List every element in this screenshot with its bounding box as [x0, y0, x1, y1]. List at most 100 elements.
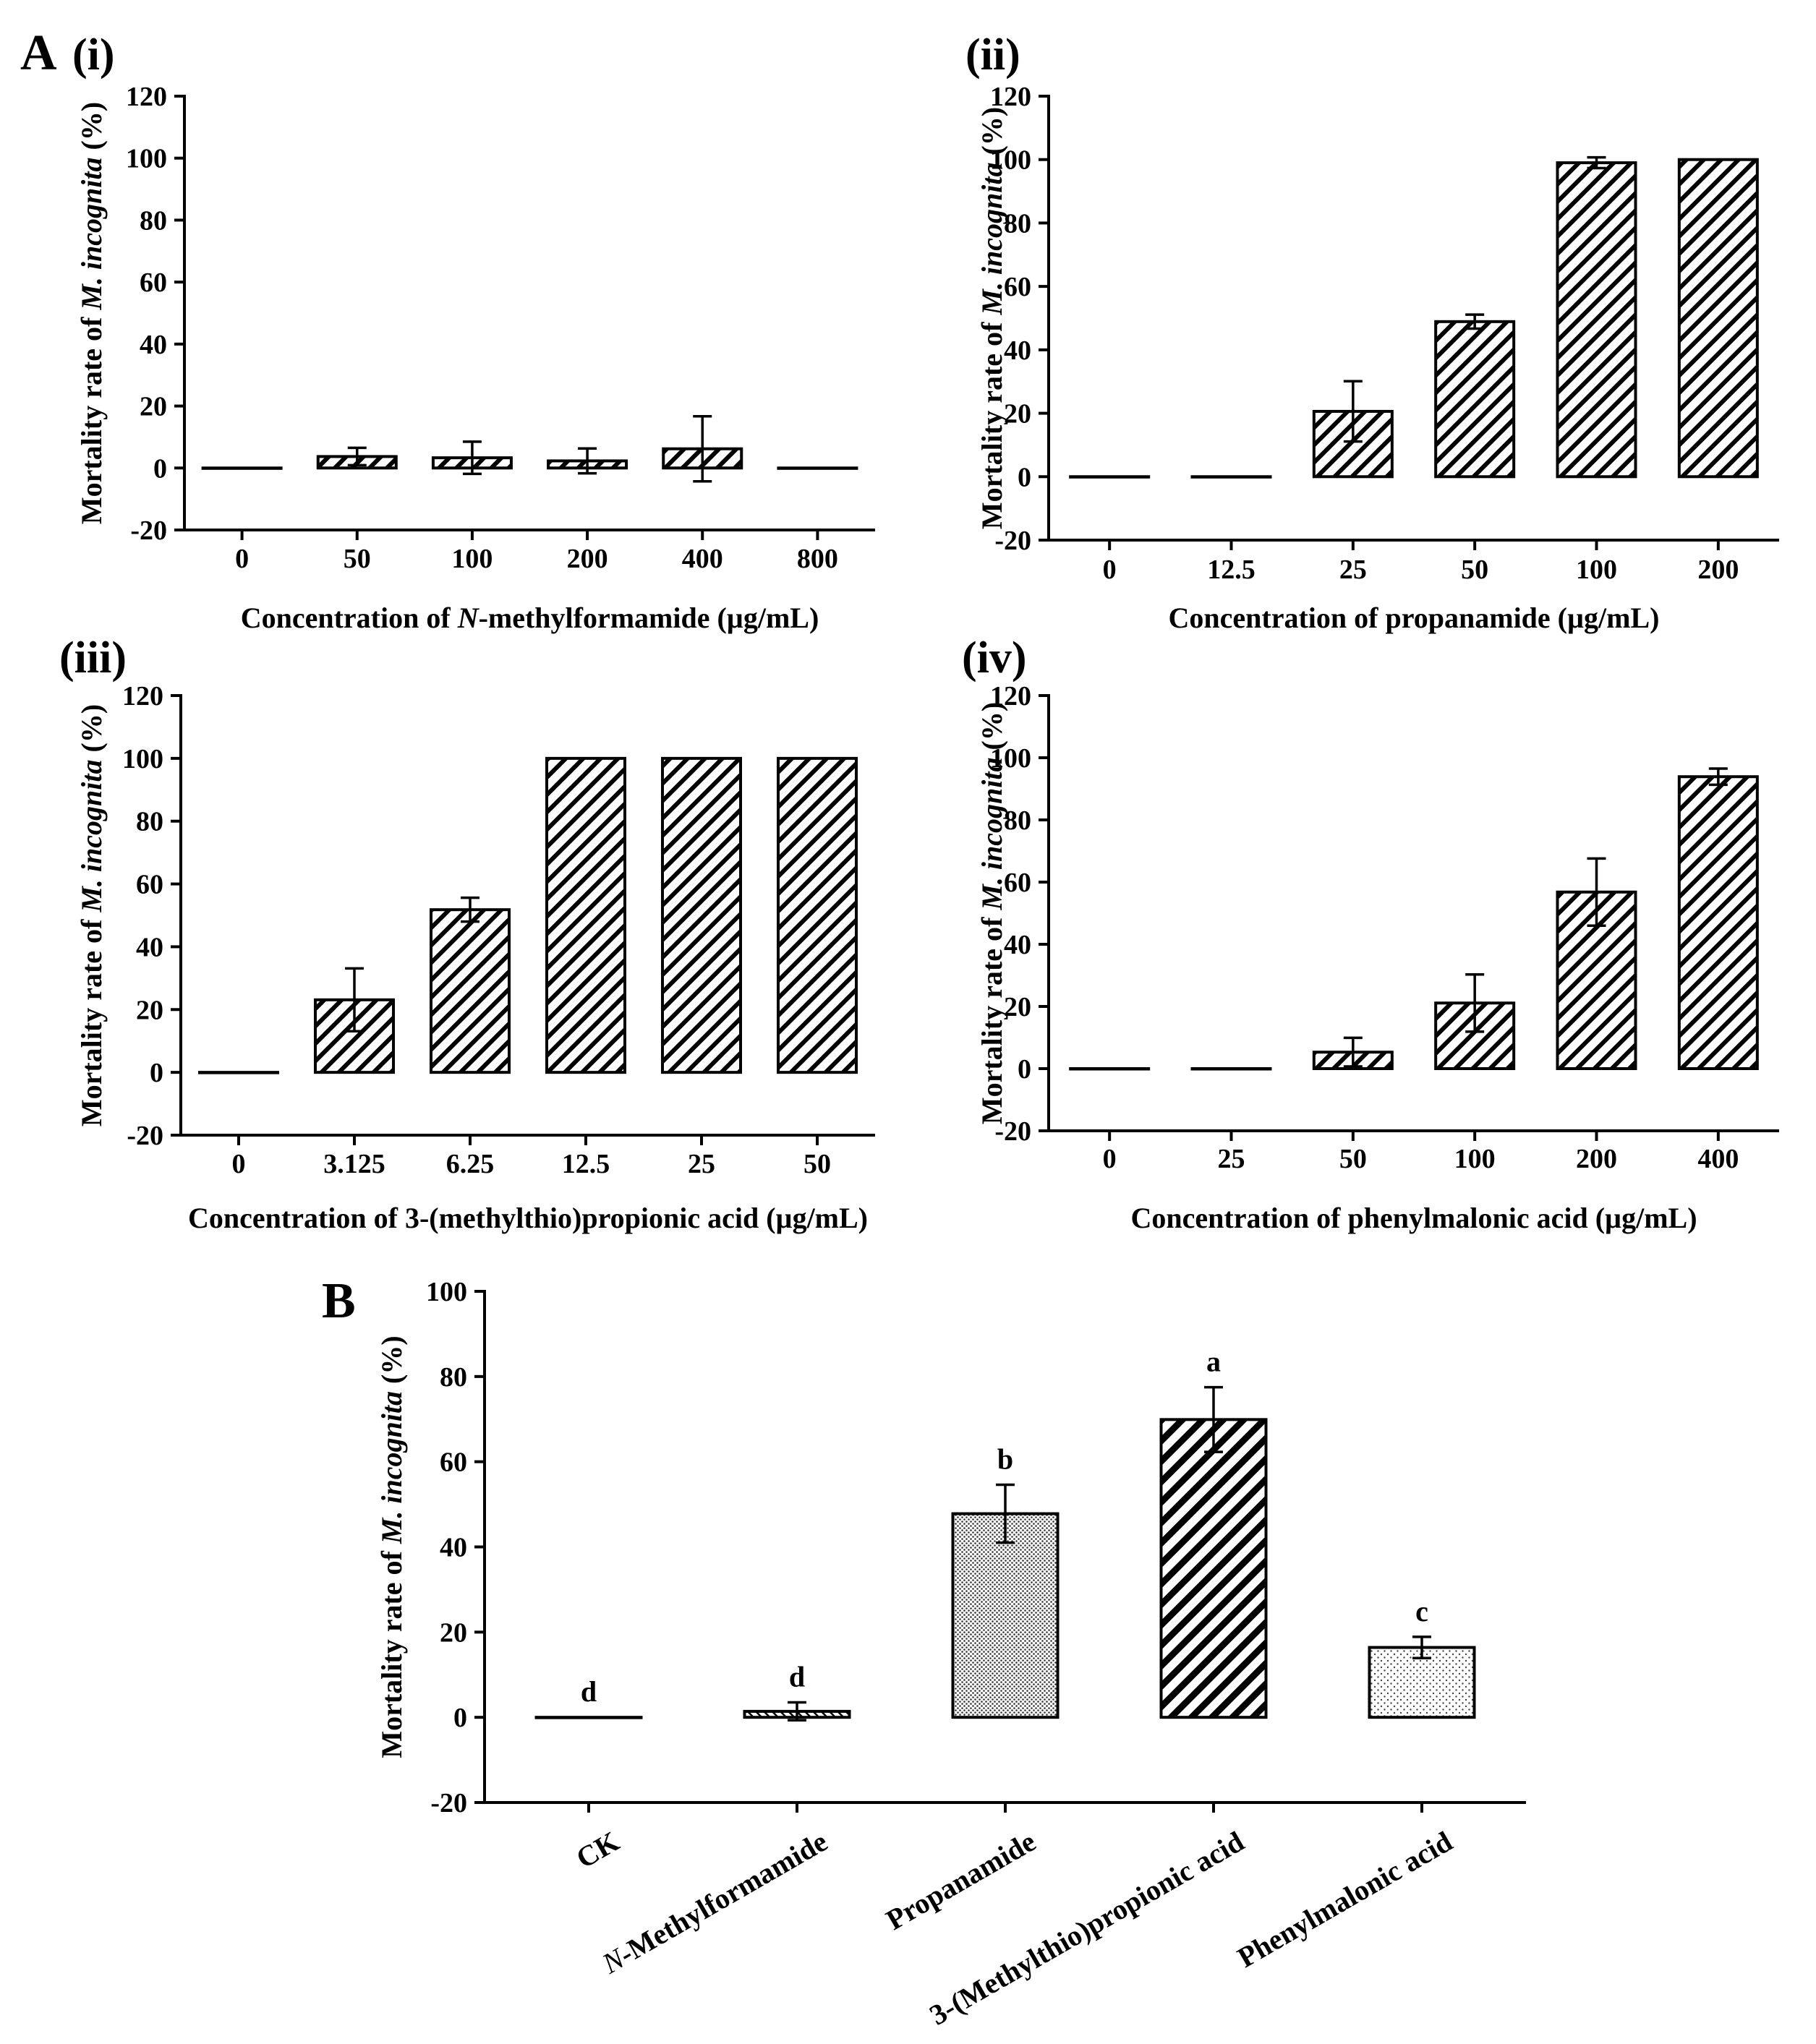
- x-tick-label: 50: [803, 1149, 831, 1179]
- x-tick-label: Propanamide: [880, 1825, 1041, 1936]
- significance-label: b: [997, 1442, 1013, 1475]
- y-tick-label: 20: [140, 392, 167, 422]
- y-tick-label: 60: [1004, 272, 1031, 302]
- y-tick-label: 120: [126, 82, 167, 112]
- bar: [1069, 475, 1151, 479]
- significance-label: d: [789, 1661, 805, 1693]
- y-axis-label: Mortality rate of M. incognita (%): [976, 107, 1008, 529]
- x-tick-label: 50: [1339, 1144, 1367, 1174]
- y-axis-label: Mortality rate of M. incognita (%): [75, 704, 108, 1126]
- y-axis-label: Mortality rate of M. incognita (%): [976, 702, 1008, 1124]
- y-tick-label: 0: [153, 453, 167, 484]
- bar: [534, 1716, 643, 1719]
- chart-B: -20 0 20 40 60 80 100 d CK d N-Methylformamide b Pro…: [375, 1277, 1526, 2032]
- y-tick-label: 120: [990, 82, 1031, 112]
- bar: [777, 466, 858, 470]
- bar: [1434, 320, 1516, 479]
- bar: [430, 908, 511, 1074]
- y-tick-label: 60: [136, 870, 163, 900]
- bar: [1556, 161, 1637, 479]
- bar: [198, 1071, 279, 1074]
- x-tick-label: 200: [567, 544, 608, 574]
- x-tick-label: Phenylmalonic acid: [1232, 1825, 1457, 1974]
- y-tick-label: 120: [122, 681, 163, 711]
- x-axis-label: Concentration of 3-(methylthio)propionic…: [188, 1202, 868, 1234]
- x-tick-label: 12.5: [1207, 555, 1256, 585]
- y-tick-label: 20: [1004, 399, 1031, 429]
- y-tick-label: 80: [440, 1362, 467, 1393]
- x-tick-label: 0: [232, 1149, 246, 1179]
- y-tick-label: 80: [1004, 208, 1031, 239]
- x-tick-label: 6.25: [446, 1149, 495, 1179]
- x-tick-label: CK: [571, 1825, 624, 1875]
- panel-label-i: (i): [72, 30, 115, 80]
- y-tick-label: 0: [453, 1703, 467, 1733]
- chart-i: -20 0 20 40 60 80 100 120 0 50 100 200 400 800 Concent…: [75, 82, 875, 634]
- bar: [201, 466, 283, 470]
- y-tick-label: -20: [994, 1116, 1031, 1147]
- x-axis-label: Concentration of propanamide (µg/mL): [1169, 602, 1660, 634]
- panel-letter-B: B: [322, 1273, 356, 1329]
- y-tick-label: -20: [994, 526, 1031, 556]
- y-tick-label: 80: [140, 205, 167, 236]
- bar: [951, 1512, 1060, 1719]
- y-tick-label: 100: [990, 145, 1031, 176]
- panel-label-iv: (iv): [962, 633, 1027, 683]
- chart-iii: -20 0 20 40 60 80 100 120 0 3.125 6.25 12.5 25 50 Conc…: [75, 681, 875, 1234]
- x-tick-label: 400: [1697, 1144, 1739, 1174]
- y-tick-label: -20: [430, 1788, 467, 1818]
- significance-label: c: [1415, 1595, 1428, 1628]
- x-tick-label: 200: [1576, 1144, 1617, 1174]
- x-tick-label: 200: [1697, 555, 1739, 585]
- significance-label: d: [581, 1675, 597, 1708]
- y-tick-label: 80: [1004, 805, 1031, 836]
- y-tick-label: 40: [136, 932, 163, 962]
- x-axis-label: Concentration of phenylmalonic acid (µg/…: [1130, 1202, 1697, 1234]
- bar: [1677, 158, 1759, 479]
- x-axis-label: Concentration of N-methylformamide (µg/m…: [241, 602, 819, 634]
- x-tick-label: 25: [1339, 555, 1367, 585]
- panel-label-iii: (iii): [59, 633, 127, 683]
- x-tick-label: 25: [688, 1149, 715, 1179]
- y-tick-label: 20: [136, 995, 163, 1025]
- y-tick-label: 60: [440, 1448, 467, 1478]
- x-tick-label: 50: [1461, 555, 1488, 585]
- bar: [545, 756, 626, 1074]
- x-tick-label: 3.125: [323, 1149, 385, 1179]
- x-tick-label: 400: [682, 544, 723, 574]
- x-tick-label: 25: [1218, 1144, 1245, 1174]
- y-tick-label: 40: [1004, 930, 1031, 960]
- y-tick-label: -20: [127, 1121, 163, 1151]
- y-tick-label: 0: [150, 1058, 163, 1088]
- y-tick-label: -20: [130, 516, 167, 546]
- y-tick-label: 100: [426, 1277, 467, 1307]
- chart-ii: -20 0 20 40 60 80 100 120 0 12.5 25 50 100 200 Concent…: [976, 82, 1779, 634]
- x-tick-label: 0: [1103, 1144, 1117, 1174]
- y-tick-label: 0: [1018, 1054, 1031, 1085]
- y-tick-label: 0: [1018, 462, 1031, 492]
- significance-label: a: [1206, 1346, 1221, 1378]
- x-tick-label: 50: [344, 544, 371, 574]
- chart-iv: -20 0 20 40 60 80 100 120 0 25 50 100 200 400Concentr…: [976, 681, 1779, 1234]
- y-tick-label: 100: [990, 743, 1031, 774]
- x-tick-label: N-Methylformamide: [596, 1825, 832, 1980]
- y-tick-label: 40: [1004, 335, 1031, 366]
- y-axis-label: Mortality rate of M. incognita (%): [375, 1335, 408, 1758]
- x-tick-label: 100: [1454, 1144, 1496, 1174]
- x-tick-label: 0: [235, 544, 249, 574]
- y-axis-label: Mortality rate of M. incognita (%): [75, 102, 108, 524]
- y-tick-label: 120: [990, 681, 1031, 711]
- x-tick-label: 100: [1576, 555, 1617, 585]
- y-tick-label: 100: [126, 144, 167, 174]
- y-tick-label: 80: [136, 807, 163, 837]
- y-tick-label: 60: [140, 268, 167, 298]
- bar: [1677, 775, 1759, 1070]
- panel-letter-A: A: [20, 25, 57, 81]
- y-tick-label: 20: [440, 1617, 467, 1648]
- bar: [661, 756, 742, 1074]
- bar: [1190, 475, 1272, 479]
- bar: [1159, 1418, 1268, 1719]
- x-tick-label: 800: [797, 544, 838, 574]
- x-tick-label: 12.5: [562, 1149, 610, 1179]
